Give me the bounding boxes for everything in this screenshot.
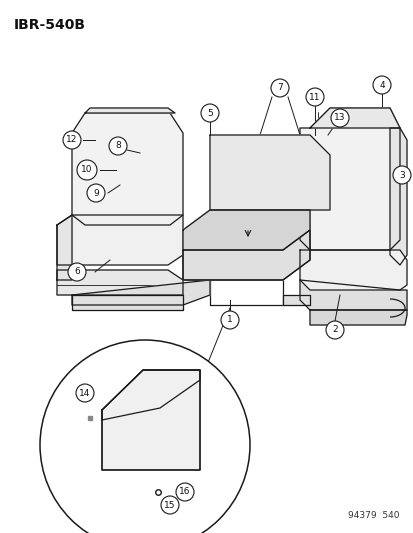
Circle shape (201, 104, 218, 122)
Text: 94379  540: 94379 540 (348, 511, 399, 520)
Polygon shape (183, 210, 309, 280)
Polygon shape (57, 270, 183, 295)
Text: 13: 13 (333, 114, 345, 123)
Polygon shape (102, 370, 199, 420)
Polygon shape (183, 210, 309, 250)
Circle shape (77, 160, 97, 180)
Text: 4: 4 (378, 80, 384, 90)
Circle shape (109, 137, 127, 155)
Circle shape (392, 166, 410, 184)
Text: 1: 1 (227, 316, 232, 325)
Circle shape (271, 79, 288, 97)
Polygon shape (299, 108, 399, 250)
Text: 7: 7 (276, 84, 282, 93)
Circle shape (330, 109, 348, 127)
Text: 15: 15 (164, 500, 176, 510)
Text: 16: 16 (179, 488, 190, 497)
Text: 11: 11 (309, 93, 320, 101)
Text: IBR-540B: IBR-540B (14, 18, 86, 32)
Polygon shape (299, 280, 406, 310)
Circle shape (221, 311, 238, 329)
Polygon shape (57, 215, 72, 280)
Text: 8: 8 (115, 141, 121, 150)
Circle shape (68, 263, 86, 281)
Polygon shape (389, 128, 406, 265)
Polygon shape (102, 370, 199, 470)
Circle shape (325, 321, 343, 339)
Polygon shape (299, 250, 406, 290)
Text: 6: 6 (74, 268, 80, 277)
Polygon shape (72, 280, 209, 305)
Polygon shape (57, 215, 183, 265)
Polygon shape (102, 370, 199, 470)
Circle shape (161, 496, 178, 514)
Text: 3: 3 (398, 171, 404, 180)
Polygon shape (85, 108, 175, 113)
Circle shape (63, 131, 81, 149)
Text: 10: 10 (81, 166, 93, 174)
Circle shape (305, 88, 323, 106)
Circle shape (40, 340, 249, 533)
Text: 14: 14 (79, 389, 90, 398)
Text: 12: 12 (66, 135, 78, 144)
Polygon shape (183, 230, 309, 280)
Polygon shape (309, 108, 399, 128)
Circle shape (372, 76, 390, 94)
Polygon shape (309, 310, 406, 325)
Polygon shape (282, 295, 309, 305)
Circle shape (176, 483, 194, 501)
Circle shape (76, 384, 94, 402)
Polygon shape (72, 295, 183, 310)
Text: 9: 9 (93, 189, 99, 198)
Polygon shape (209, 135, 329, 210)
Text: 2: 2 (331, 326, 337, 335)
Text: 5: 5 (206, 109, 212, 117)
Circle shape (87, 184, 105, 202)
Polygon shape (72, 113, 183, 225)
